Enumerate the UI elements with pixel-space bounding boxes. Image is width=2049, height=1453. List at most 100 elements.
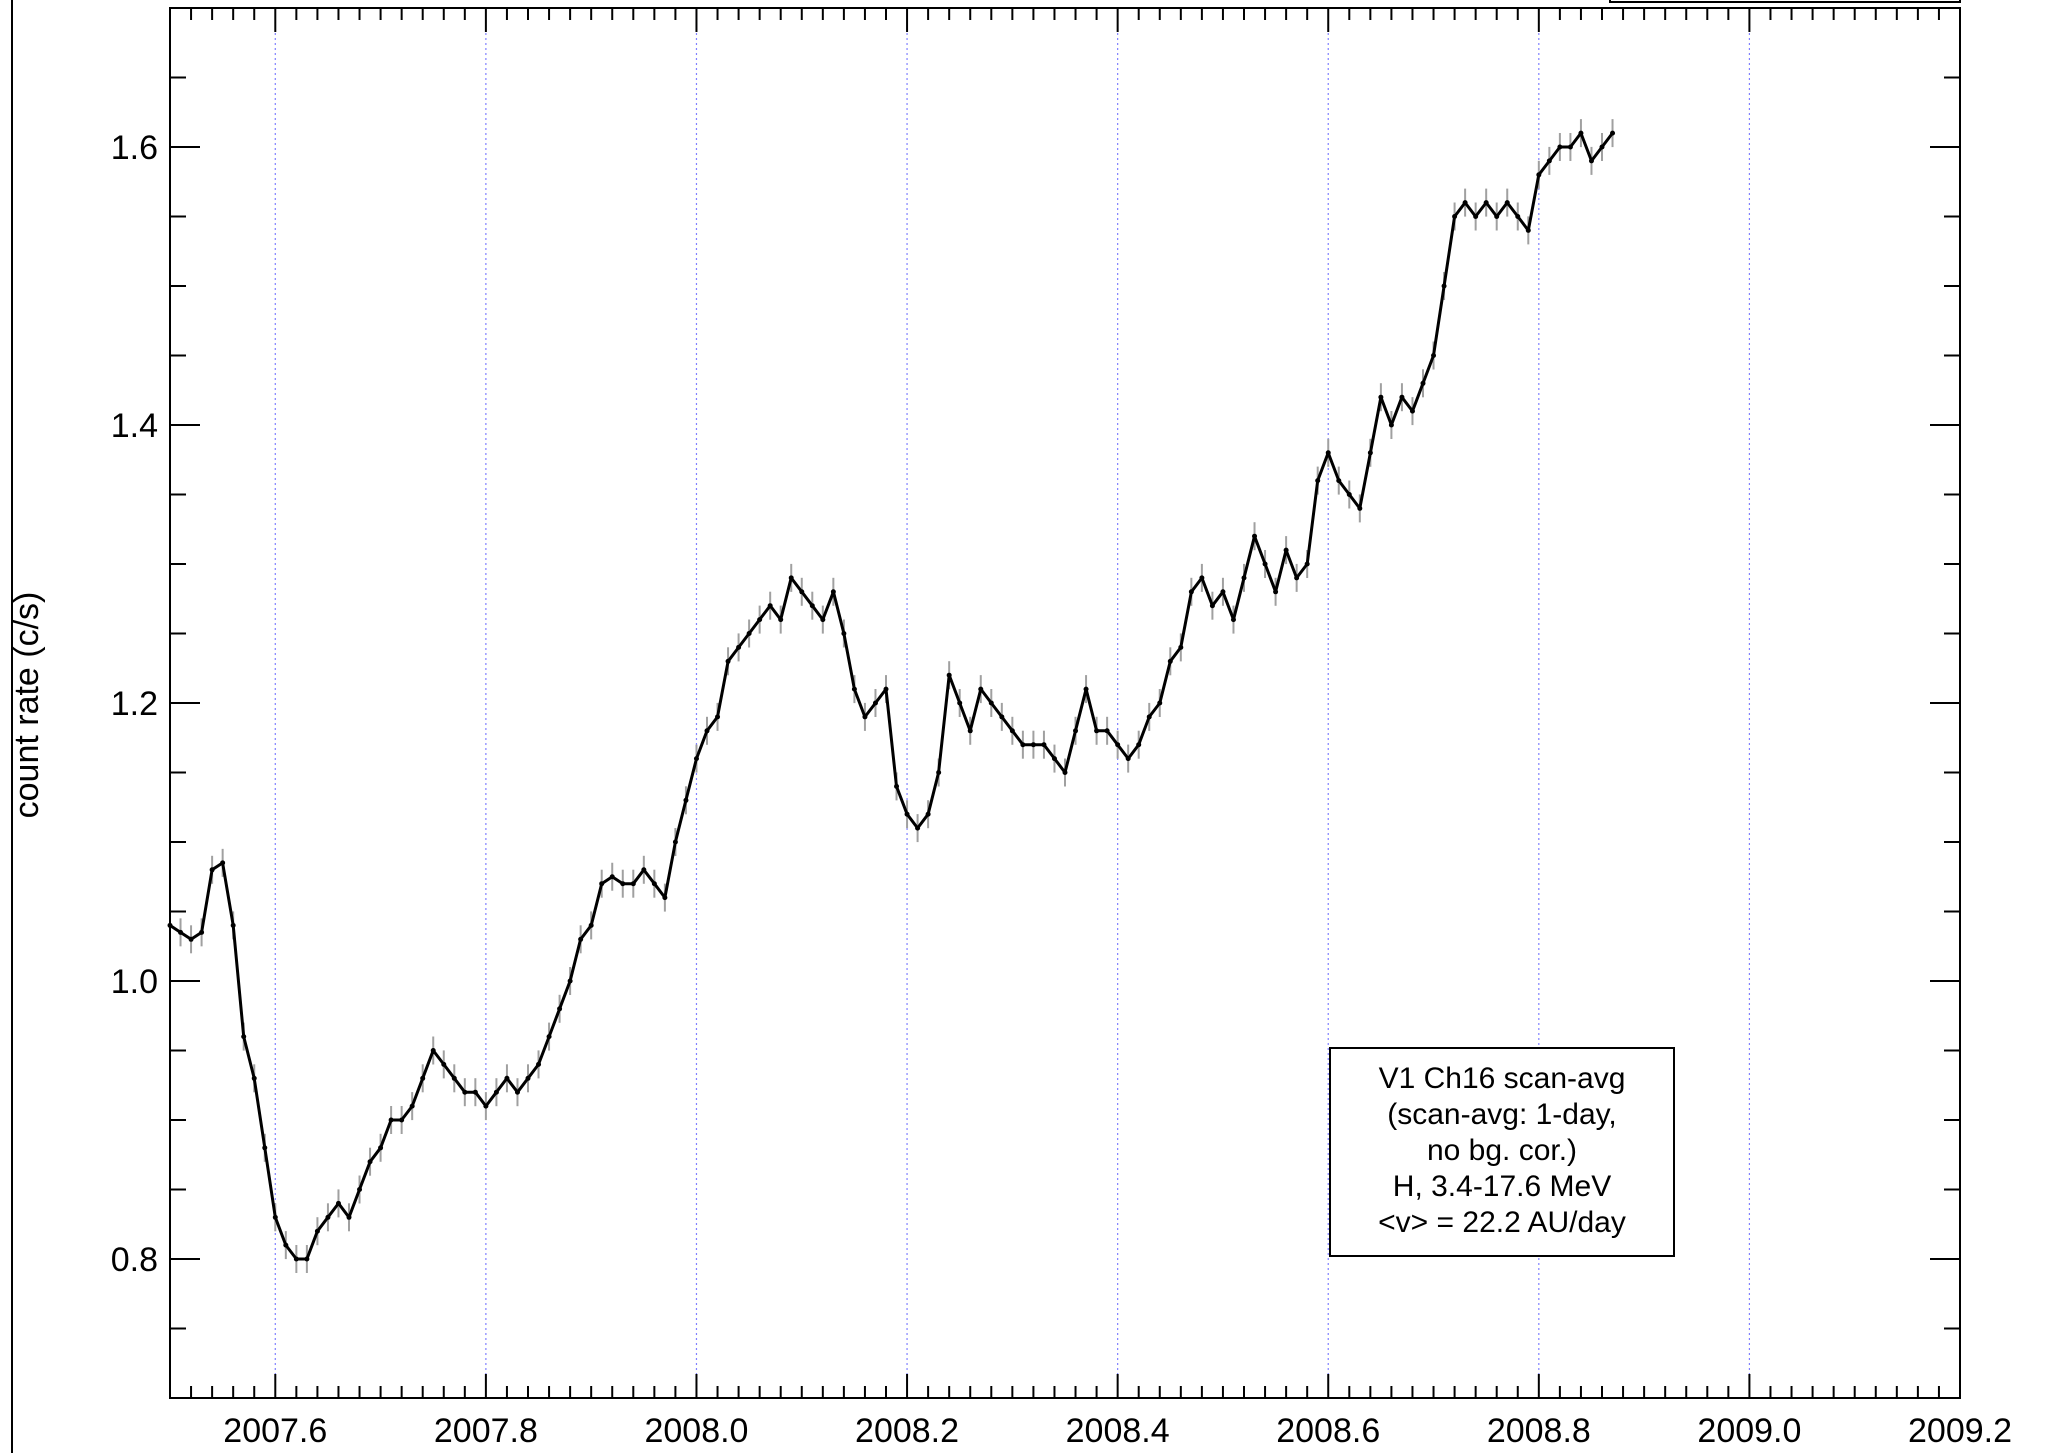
data-point (588, 922, 594, 928)
legend-line-1: V1 Ch16 scan-avg (1379, 1062, 1626, 1095)
data-point (1125, 756, 1131, 762)
data-point (504, 1075, 510, 1081)
data-point (1020, 742, 1026, 748)
data-point (1104, 728, 1110, 734)
data-point (346, 1214, 352, 1220)
data-point (1378, 394, 1384, 400)
x-tick-label: 2008.6 (1276, 1412, 1380, 1450)
data-point (1567, 144, 1573, 150)
data-point (651, 881, 657, 887)
data-point (894, 783, 900, 789)
data-point (862, 714, 868, 720)
data-point (1199, 575, 1205, 581)
legend-line-2: (scan-avg: 1-day, (1387, 1098, 1617, 1131)
data-point (514, 1089, 520, 1095)
data-point (430, 1048, 436, 1053)
x-tick-labels: 2007.6 2007.8 2008.0 2008.2 2008.4 2008.6 2008… (223, 1412, 2012, 1450)
data-point (1315, 478, 1321, 484)
data-point (936, 770, 942, 775)
legend-line-4: H, 3.4-17.6 MeV (1393, 1170, 1611, 1203)
data-point (1220, 589, 1226, 595)
data-point (957, 700, 963, 706)
data-point (904, 811, 910, 817)
data-point (378, 1145, 384, 1151)
data-point (841, 631, 847, 636)
y-tick-label: 1.2 (111, 685, 158, 723)
x-tick-label: 2008.8 (1487, 1412, 1591, 1450)
data-point (641, 867, 647, 873)
data-point (483, 1103, 489, 1109)
data-point (567, 978, 573, 984)
data-point (830, 589, 836, 595)
data-point (357, 1187, 363, 1192)
data-point (188, 936, 194, 942)
data-point (1241, 575, 1247, 581)
legend-line-5: <v> = 22.2 AU/day (1378, 1206, 1626, 1239)
data-point (199, 929, 205, 935)
data-point (988, 700, 994, 706)
data-point (799, 589, 805, 595)
data-point (1388, 422, 1394, 428)
data-point (620, 881, 626, 887)
data-point (693, 756, 699, 762)
data-point (736, 644, 742, 650)
series-line (169, 131, 1614, 1261)
x-tick-label: 2007.6 (223, 1412, 327, 1450)
data-point (1230, 617, 1236, 623)
data-point (399, 1117, 405, 1123)
data-point (1483, 200, 1489, 206)
y-tick-label: 0.8 (111, 1241, 158, 1279)
data-point (1515, 214, 1521, 219)
data-point (1588, 158, 1594, 164)
data-point (1209, 603, 1215, 609)
data-point (272, 1214, 278, 1220)
data-point (557, 1006, 563, 1012)
data-point (851, 686, 857, 692)
data-point (915, 825, 921, 831)
data-point (999, 714, 1005, 720)
data-point (662, 895, 668, 901)
data-point (1420, 380, 1426, 386)
data-point (1073, 728, 1079, 734)
x-tick-label: 2008.0 (644, 1412, 748, 1450)
legend-box-top-partial (1609, 0, 1961, 3)
data-point (872, 700, 878, 706)
y-axis-label: count rate (c/s) (8, 592, 46, 819)
data-point (1094, 728, 1100, 734)
data-point (525, 1075, 531, 1081)
axis-ticks (169, 7, 1961, 1399)
data-point (767, 603, 773, 609)
data-point (230, 922, 236, 928)
data-point (1399, 394, 1405, 400)
data-point (546, 1034, 552, 1040)
data-point (683, 797, 689, 803)
data-point (335, 1200, 341, 1206)
data-point (609, 874, 615, 880)
data-point (1494, 214, 1500, 219)
data-point (1051, 756, 1057, 762)
data-point (1273, 589, 1279, 595)
data-point (325, 1214, 331, 1220)
legend: V1 Ch16 scan-avg (scan-avg: 1-day, no bg… (1329, 1047, 1675, 1257)
data-point (883, 686, 889, 692)
data-point (925, 811, 931, 817)
data-point (1146, 714, 1152, 720)
data-point (1062, 770, 1068, 775)
data-point (536, 1061, 542, 1067)
data-point (1083, 686, 1089, 692)
data-point (441, 1061, 447, 1067)
data-point (1504, 200, 1510, 206)
data-point (599, 881, 605, 887)
data-point (704, 728, 710, 734)
data-point (451, 1075, 457, 1081)
data-point (209, 867, 215, 873)
data-point (420, 1075, 426, 1081)
x-tick-label: 2008.2 (855, 1412, 959, 1450)
data-point (1336, 478, 1342, 484)
data-point (1167, 658, 1173, 664)
data-point (1188, 589, 1194, 595)
data-point (1304, 561, 1310, 567)
grid (274, 8, 1751, 1398)
data-point (283, 1242, 289, 1248)
